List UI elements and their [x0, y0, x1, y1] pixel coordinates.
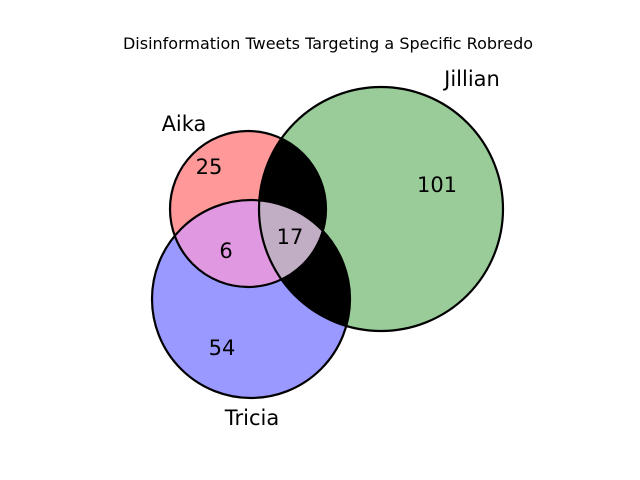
tricia-outline	[150, 198, 352, 400]
tricia-only-count: 54	[209, 336, 236, 360]
jillian-only-count: 101	[417, 173, 457, 197]
aika-label: Aika	[162, 112, 207, 136]
jillian-tricia-region	[259, 200, 350, 331]
aika-only-count: 25	[196, 155, 223, 179]
aika-tricia-count: 6	[219, 239, 232, 263]
jillian-outline	[257, 85, 505, 333]
diagram-title: Disinformation Tweets Targeting a Specif…	[123, 34, 533, 53]
aika-outline	[168, 129, 328, 289]
all-three-count: 17	[277, 225, 304, 249]
tricia-label: Tricia	[224, 406, 279, 430]
jillian-label: Jillian	[442, 67, 500, 91]
